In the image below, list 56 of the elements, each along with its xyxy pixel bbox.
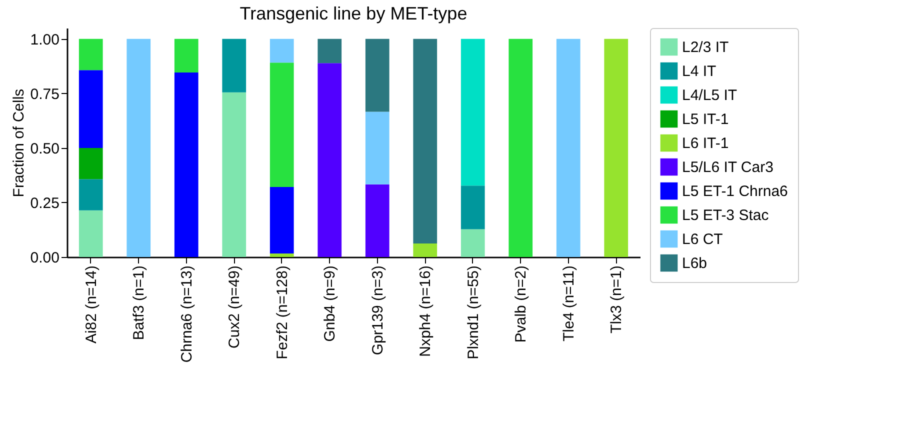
legend-label: L6b bbox=[682, 255, 708, 272]
x-tick-label: Batf3 (n=1) bbox=[130, 266, 148, 340]
x-tick-label: Gnb4 (n=9) bbox=[322, 265, 339, 342]
bar bbox=[78, 148, 103, 180]
x-tick-label: Chrna6 (n=13) bbox=[178, 266, 196, 363]
bar bbox=[413, 38, 438, 244]
bar bbox=[556, 38, 580, 257]
bar bbox=[365, 38, 390, 112]
x-tick-label: Pvalb (n=2) bbox=[512, 265, 530, 343]
x-tick-label: Nxph4 (n=16) bbox=[417, 266, 434, 357]
legend-label: L6 CT bbox=[682, 231, 723, 248]
bar bbox=[222, 38, 246, 92]
bar bbox=[365, 184, 390, 257]
bar bbox=[460, 38, 485, 186]
y-tick-label: 0.50 bbox=[30, 140, 60, 158]
y-tick-label: 0.00 bbox=[30, 250, 60, 266]
bar bbox=[365, 112, 390, 184]
bar bbox=[604, 38, 628, 257]
legend-label: L5 ET-3 Stac bbox=[682, 207, 770, 224]
legend-label: L6 IT-1 bbox=[682, 135, 729, 152]
y-tick-label: 1.00 bbox=[30, 31, 60, 48]
bar bbox=[270, 62, 294, 187]
bar bbox=[78, 210, 103, 257]
legend-label: L2/3 IT bbox=[682, 39, 729, 56]
legend-label: L4 IT bbox=[682, 63, 716, 80]
bar bbox=[174, 38, 198, 72]
x-tick-label: Cux2 (n=49) bbox=[226, 266, 244, 348]
bar bbox=[270, 38, 294, 63]
x-tick-label: Ai82 (n=14) bbox=[82, 266, 100, 344]
bar bbox=[270, 254, 294, 257]
legend-label: L5 ET-1 Chrna6 bbox=[682, 183, 788, 200]
bar bbox=[460, 229, 485, 257]
bar bbox=[318, 38, 342, 64]
bar bbox=[78, 179, 103, 210]
bar bbox=[270, 186, 294, 254]
y-tick-label: 0.75 bbox=[30, 86, 60, 103]
x-tick-label: Tle4 (n=11) bbox=[560, 266, 578, 342]
y-tick-label: 0.25 bbox=[30, 194, 60, 212]
bar bbox=[78, 38, 103, 70]
bar bbox=[508, 38, 533, 257]
x-tick-label: Gpr139 (n=3) bbox=[369, 266, 386, 356]
bar bbox=[318, 63, 342, 257]
bar bbox=[126, 38, 151, 257]
y-axis-title: Fraction of Cells bbox=[10, 88, 28, 198]
legend-label: L4/L5 IT bbox=[682, 87, 738, 104]
legend-label: L5 IT-1 bbox=[682, 111, 729, 128]
bar bbox=[174, 72, 198, 257]
x-tick-label: Tlx3 (n=1) bbox=[608, 266, 626, 334]
bar bbox=[413, 243, 438, 257]
x-tick-label: Plxnd1 (n=55) bbox=[464, 266, 482, 360]
bar bbox=[222, 92, 246, 257]
legend-label: L5/L6 IT Car3 bbox=[682, 159, 774, 176]
bar bbox=[78, 70, 103, 148]
bar bbox=[460, 186, 485, 230]
x-tick-label: Fezf2 (n=128) bbox=[274, 266, 291, 360]
chart-title: Transgenic line by MET-type bbox=[240, 4, 468, 24]
